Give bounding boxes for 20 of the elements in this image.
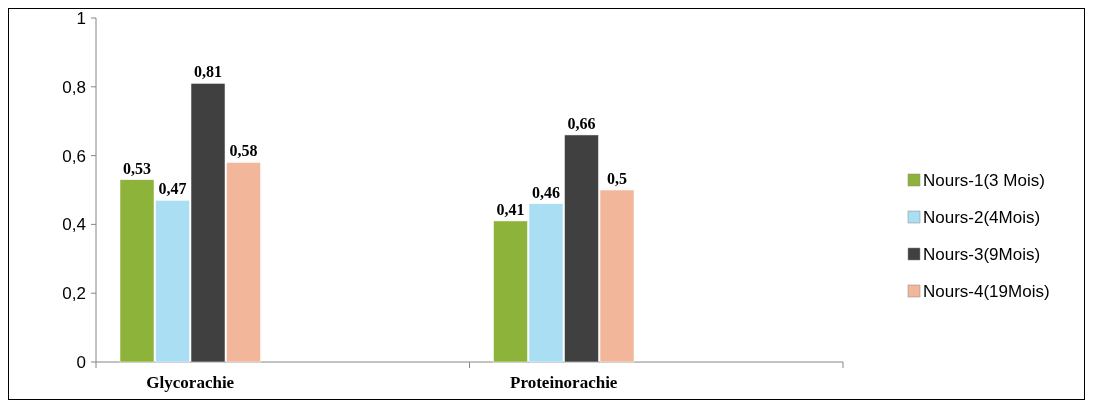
- legend-label: Nours-2(4Mois): [923, 207, 1041, 227]
- data-label: 0,58: [229, 142, 258, 160]
- y-tick-label: 1: [76, 8, 86, 28]
- y-tick-label: 0,6: [62, 146, 86, 166]
- legend-label: Nours-4(19Mois): [923, 281, 1050, 301]
- data-label: 0,46: [532, 183, 560, 201]
- y-tick-label: 0,4: [62, 215, 86, 235]
- data-label: 0,53: [123, 159, 151, 177]
- x-tick-label: Glycorachie: [146, 373, 235, 392]
- x-tick-label: Proteinorachie: [510, 373, 618, 392]
- legend-label: Nours-1(3 Mois): [923, 170, 1045, 190]
- data-label: 0,47: [158, 180, 187, 198]
- data-label: 0,41: [496, 200, 525, 218]
- data-label: 0,66: [567, 114, 596, 132]
- y-tick-label: 0: [76, 352, 86, 372]
- data-label: 0,5: [607, 170, 627, 187]
- y-tick-label: 0,8: [62, 77, 86, 97]
- legend-label: Nours-3(9Mois): [923, 244, 1041, 264]
- y-tick-label: 0,2: [62, 284, 86, 304]
- data-label: 0,81: [194, 63, 222, 81]
